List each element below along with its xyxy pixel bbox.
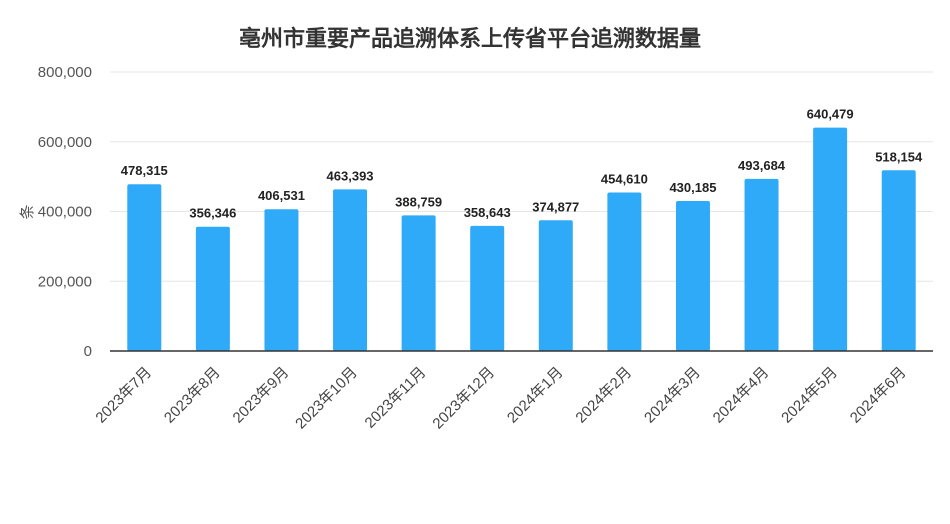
- bar-value-label: 478,315: [121, 163, 168, 178]
- bar: [813, 127, 848, 351]
- bars: [127, 127, 916, 351]
- bar-value-label: 358,643: [464, 205, 511, 220]
- bar-value-label: 640,479: [807, 107, 854, 122]
- bar-value-label: 430,185: [669, 180, 716, 195]
- bar-value-label: 388,759: [395, 194, 442, 209]
- bar-value-label: 518,154: [875, 149, 923, 164]
- chart-title: 亳州市重要产品追溯体系上传省平台追溯数据量: [239, 26, 701, 52]
- x-tick-label: 2024年5月: [778, 364, 841, 427]
- bar: [675, 200, 710, 351]
- y-tick-label: 200,000: [38, 273, 92, 290]
- bar: [607, 192, 642, 351]
- x-axis-ticks: 2023年7月 2023年8月 2023年9月 2023年10月 2023年11月 202…: [92, 364, 909, 433]
- bar: [333, 189, 368, 351]
- bar: [470, 225, 505, 351]
- bar-value-label: 463,393: [327, 168, 374, 183]
- y-tick-label: 400,000: [38, 204, 92, 221]
- x-tick-label: 2023年8月: [161, 364, 224, 427]
- x-tick-label: 2023年7月: [92, 364, 155, 427]
- gridlines: [110, 71, 933, 282]
- bar-value-label: 406,531: [258, 188, 305, 203]
- x-tick-label: 2024年1月: [504, 364, 567, 427]
- x-tick-label: 2024年2月: [572, 364, 635, 427]
- x-tick-label: 2023年9月: [230, 364, 293, 427]
- bar-value-label: 356,346: [189, 206, 236, 221]
- y-tick-label: 0: [84, 343, 92, 360]
- bar: [195, 226, 230, 351]
- bar: [401, 215, 436, 351]
- bar-value-label: 493,684: [738, 158, 786, 173]
- y-axis-title: 条: [18, 204, 36, 219]
- data-labels: 478,315 356,346 406,531 463,393 388,759 358,6…: [121, 107, 923, 221]
- x-tick-label: 2023年11月: [362, 364, 430, 432]
- x-tick-label: 2024年4月: [710, 364, 773, 427]
- y-tick-label: 800,000: [38, 64, 92, 81]
- x-tick-label: 2023年12月: [429, 364, 498, 433]
- y-axis-ticks: 0 200,000 400,000 600,000 800,000: [38, 64, 92, 360]
- bar: [538, 220, 573, 351]
- bar: [264, 209, 299, 351]
- bar: [127, 184, 162, 351]
- bar-value-label: 374,877: [532, 199, 579, 214]
- bar: [881, 170, 916, 351]
- bar-value-label: 454,610: [601, 171, 648, 186]
- bar: [744, 178, 779, 351]
- x-tick-label: 2024年3月: [641, 364, 704, 427]
- x-tick-label: 2023年10月: [292, 364, 361, 433]
- x-tick-label: 2024年6月: [847, 364, 910, 427]
- y-tick-label: 600,000: [38, 134, 92, 151]
